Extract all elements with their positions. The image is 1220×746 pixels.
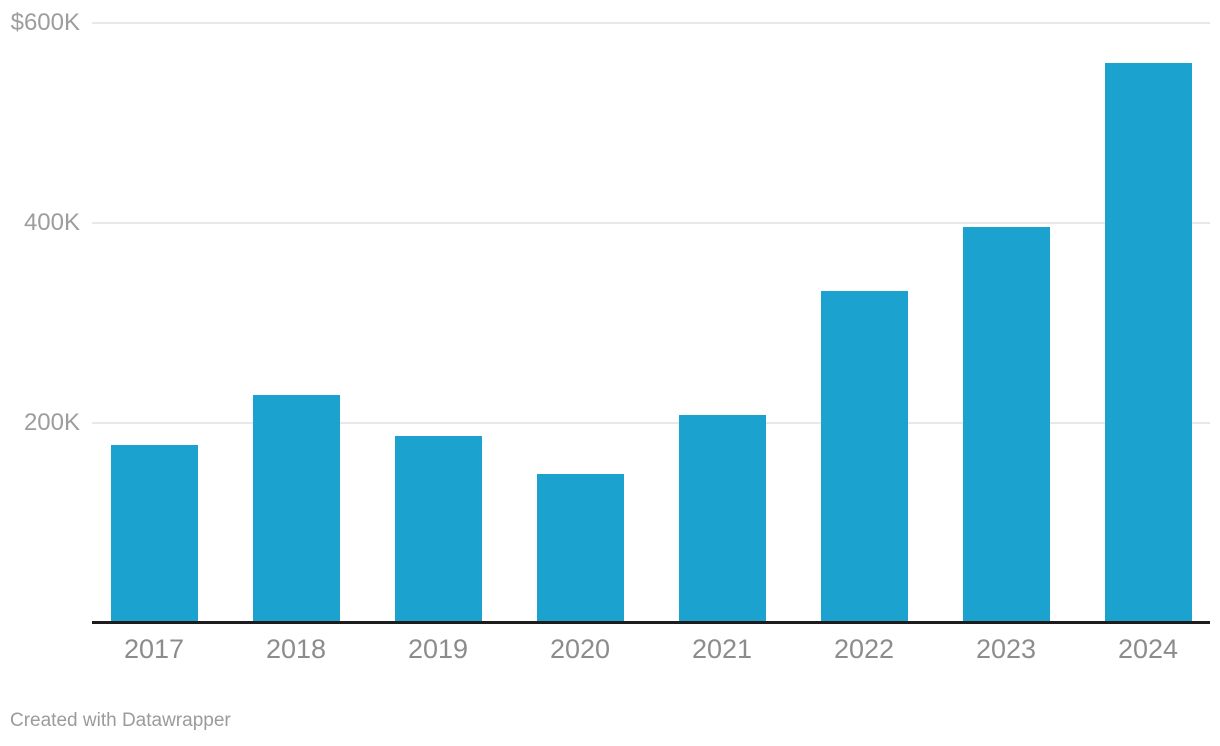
x-axis-label-2017: 2017 (123, 634, 185, 664)
y-axis-tick-label-200k: 200K (23, 409, 80, 436)
bar-2023[interactable] (962, 227, 1050, 621)
x-axis-label-2019: 2019 (407, 634, 469, 664)
bar-cell-2024 (1077, 23, 1219, 621)
x-axis-line (92, 621, 1210, 624)
bar-2020[interactable] (536, 473, 624, 621)
bar-2018[interactable] (252, 394, 340, 621)
bar-2017[interactable] (110, 444, 198, 621)
gridline-400k (92, 222, 1210, 224)
bar-cell-2023 (935, 23, 1077, 621)
bar-2022[interactable] (820, 291, 908, 621)
y-axis-tick-label-600k: $600K (10, 9, 80, 36)
y-axis-tick-label-400k: 400K (23, 209, 80, 236)
bar-cell-2022 (793, 23, 935, 621)
bar-2024[interactable] (1104, 62, 1192, 621)
gridline-600k (92, 22, 1210, 24)
bar-cell-2018 (225, 23, 367, 621)
bar-2019[interactable] (394, 435, 482, 621)
bars-container (83, 23, 1219, 621)
x-axis-labels: 2017 2018 2019 2020 2021 2022 2023 2024 (83, 634, 1219, 665)
gridline-200k (92, 422, 1210, 424)
bar-cell-2017 (83, 23, 225, 621)
x-axis-label-2020: 2020 (549, 634, 611, 664)
bar-cell-2019 (367, 23, 509, 621)
x-axis-label-2024: 2024 (1117, 634, 1179, 664)
x-axis-label-2018: 2018 (265, 634, 327, 664)
x-axis-label-2023: 2023 (975, 634, 1037, 664)
x-axis-label-2022: 2022 (833, 634, 895, 664)
bar-cell-2021 (651, 23, 793, 621)
bar-cell-2020 (509, 23, 651, 621)
bar-2021[interactable] (678, 414, 766, 621)
x-axis-label-2021: 2021 (691, 634, 753, 664)
datawrapper-attribution-link[interactable]: Created with Datawrapper (10, 710, 231, 731)
